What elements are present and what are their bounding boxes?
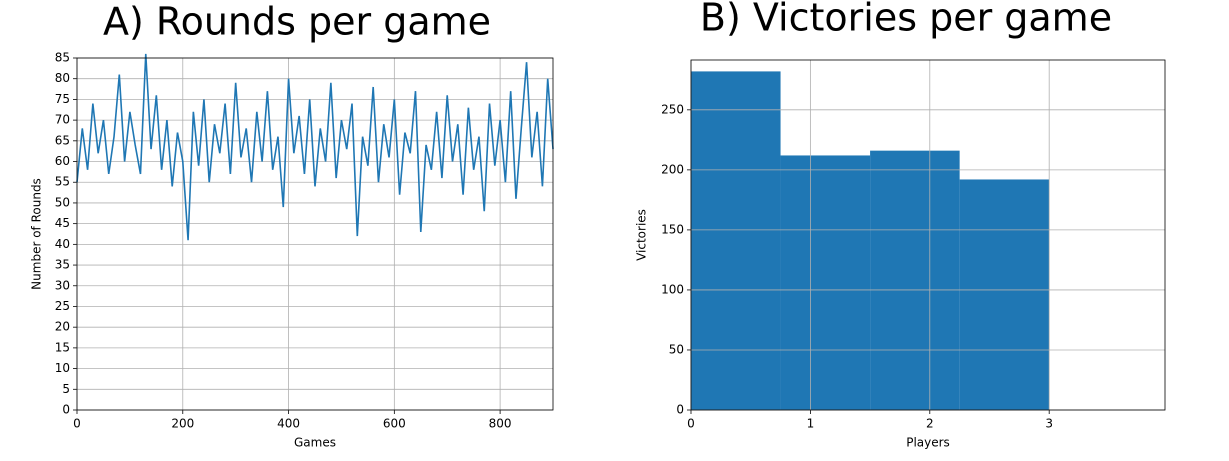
bar [959,179,1050,410]
x-axis-label: Games [294,436,336,450]
y-tick-label: 55 [55,175,70,189]
y-tick-label: 0 [62,403,70,417]
y-tick-label: 200 [661,162,684,176]
y-tick-label: 100 [661,282,684,296]
x-tick-label: 0 [73,417,81,431]
plot-frame [690,59,1166,411]
y-tick-label: 15 [55,340,70,354]
x-tick-label: 600 [383,417,406,431]
y-tick-label: 150 [661,222,684,236]
bar [870,150,960,410]
chart-title: B) Victories per game [700,0,1112,40]
y-tick-label: 85 [55,51,70,65]
y-tick-label: 75 [55,92,70,106]
y-tick-label: 30 [55,278,70,292]
x-tick-label: 3 [1045,417,1053,431]
x-tick-label: 800 [489,417,512,431]
x-tick-label: 1 [807,417,815,431]
y-tick-label: 20 [55,320,70,334]
x-tick-label: 2 [926,417,934,431]
y-tick-label: 45 [55,216,70,230]
y-tick-label: 25 [55,299,70,313]
y-tick-label: 80 [55,71,70,85]
y-tick-label: 10 [55,361,70,375]
x-axis-label: Players [906,436,950,450]
y-tick-label: 50 [55,195,70,209]
y-axis-label: Victories [635,209,649,261]
x-tick-label: 0 [687,417,695,431]
bar [691,71,781,410]
bar [780,155,871,410]
x-tick-label: 400 [277,417,300,431]
x-tick-label: 200 [171,417,194,431]
y-axis-label: Number of Rounds [30,178,44,290]
y-tick-label: 40 [55,237,70,251]
plot-frame [76,57,554,411]
y-tick-label: 250 [661,102,684,116]
y-tick-label: 50 [669,342,684,356]
y-tick-label: 70 [55,113,70,127]
chart-title: A) Rounds per game [103,0,491,44]
y-tick-label: 0 [676,403,684,417]
line [76,53,554,241]
y-tick-label: 5 [62,382,70,396]
y-tick-label: 65 [55,133,70,147]
y-tick-label: 60 [55,154,70,168]
y-tick-label: 35 [55,258,70,272]
